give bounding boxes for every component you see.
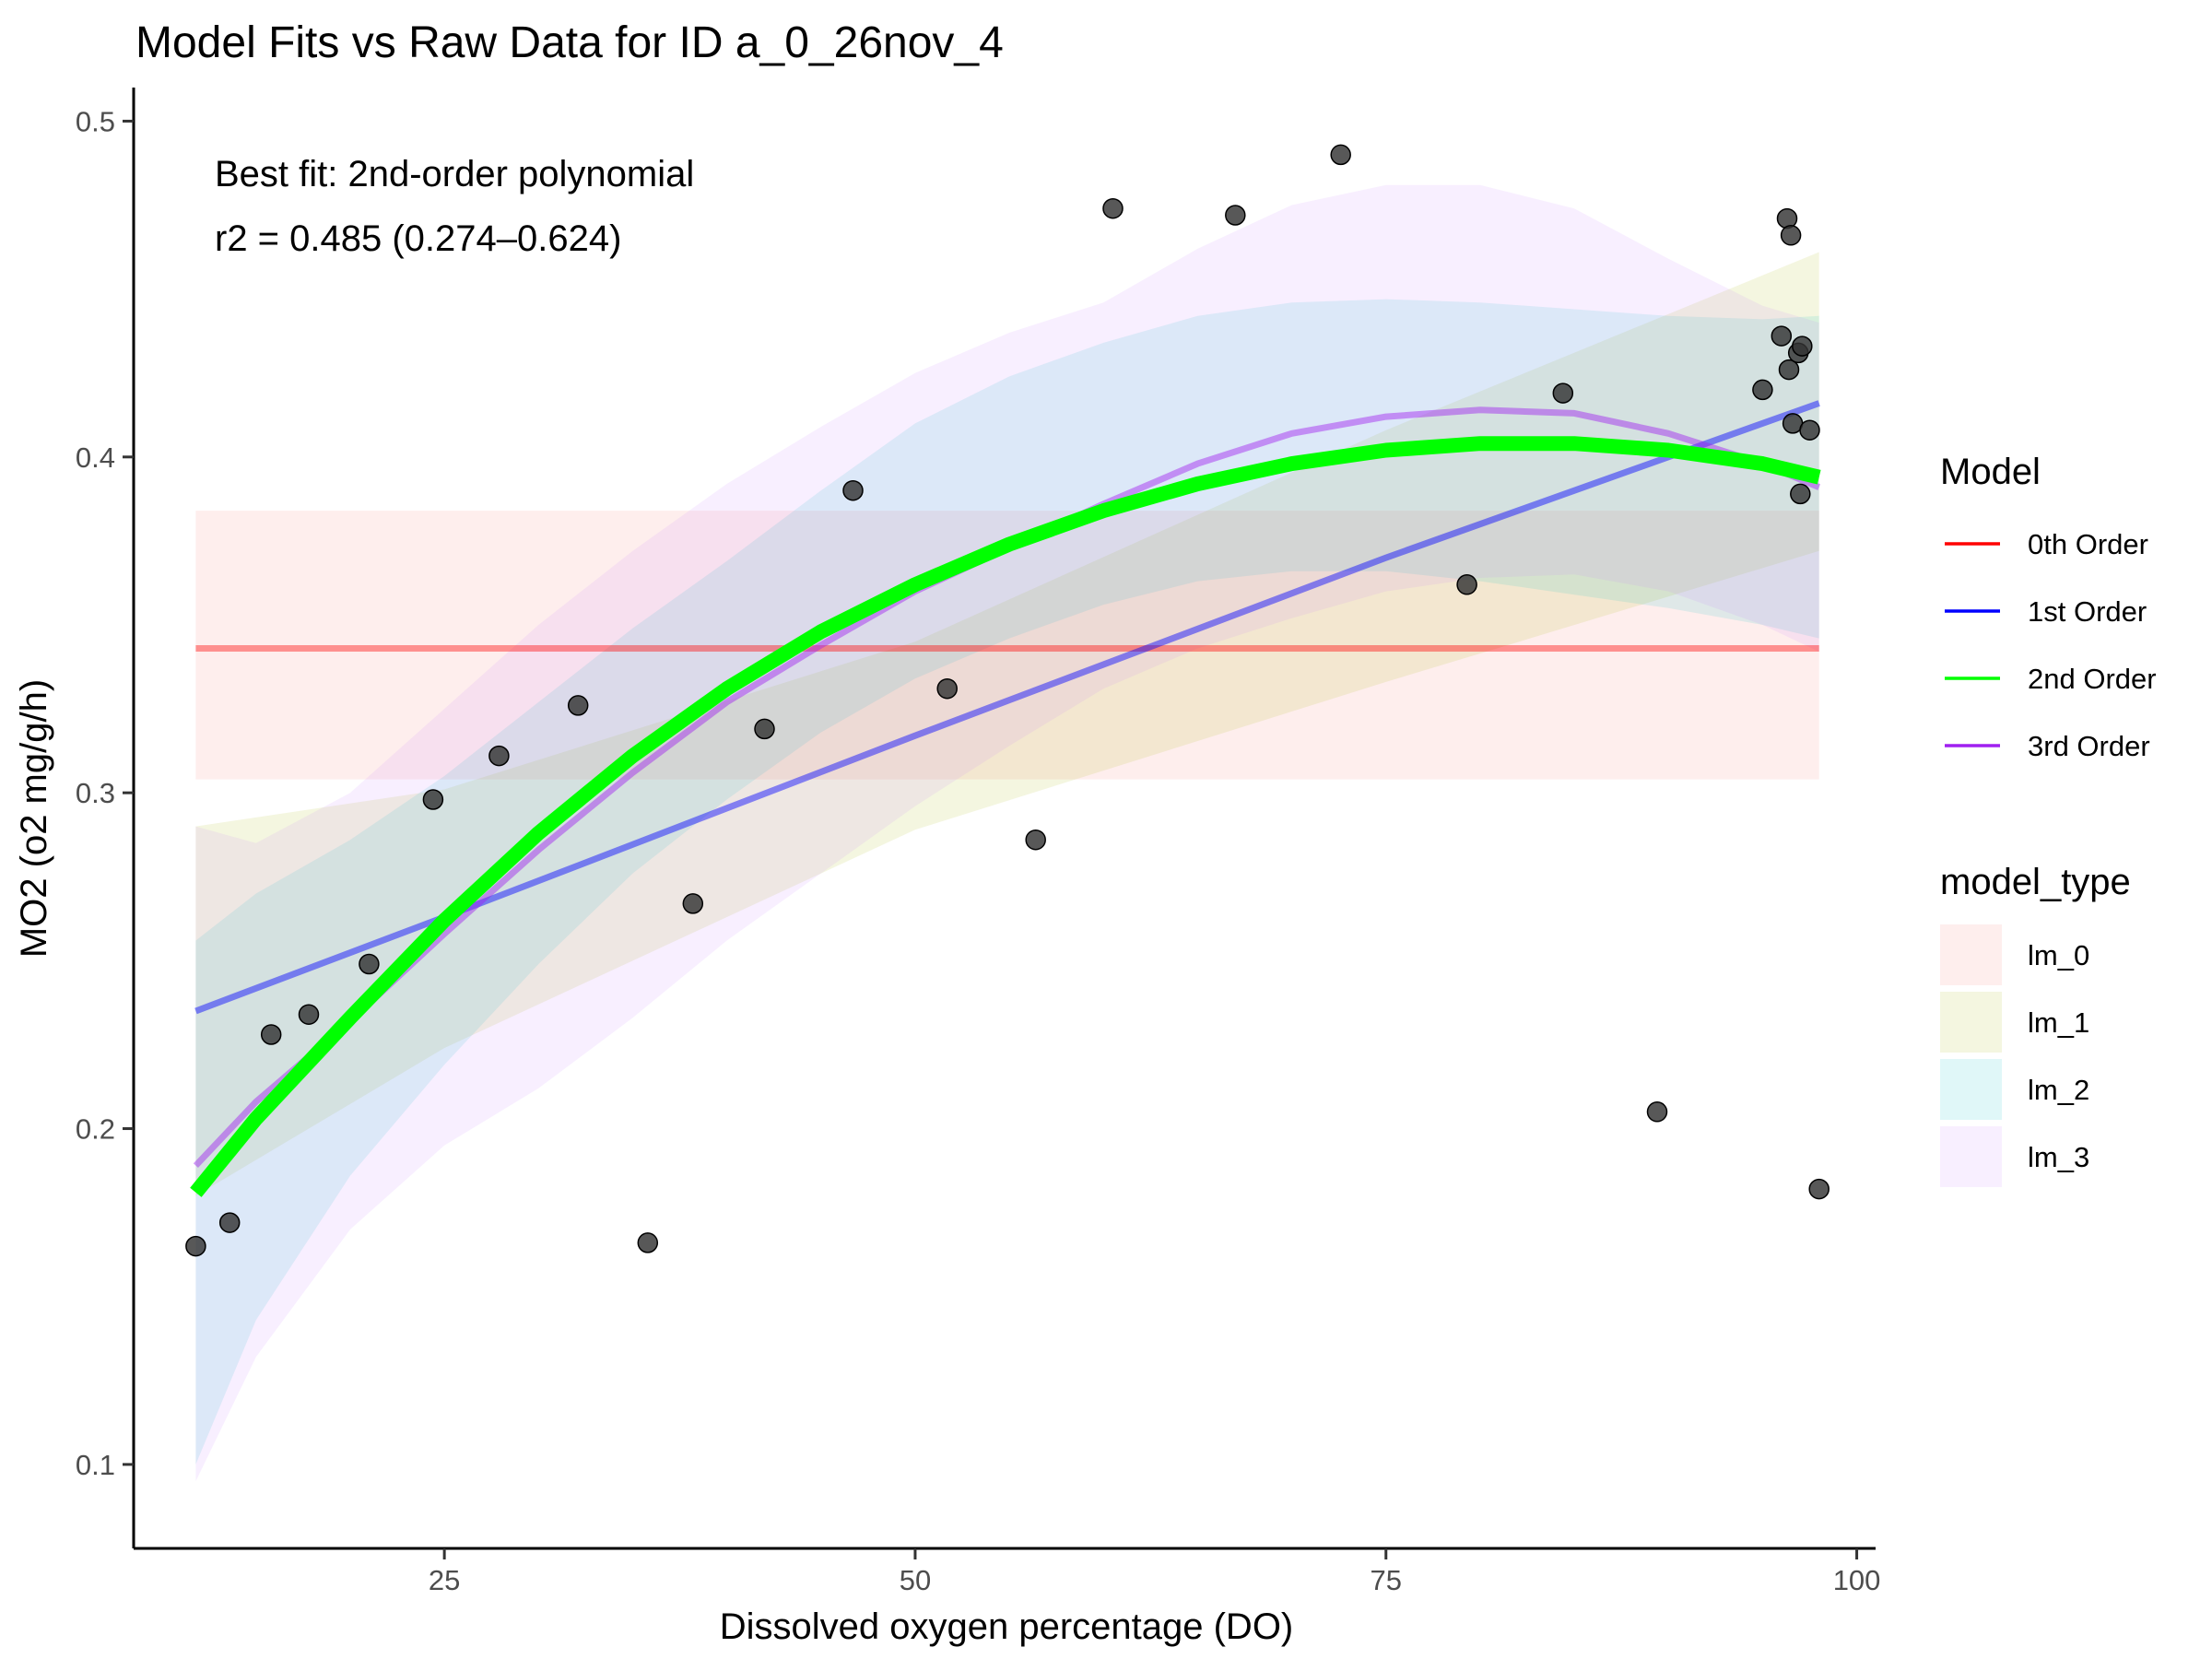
best-fit-annotation: Best fit: 2nd-order polynomial bbox=[215, 154, 694, 194]
data-point bbox=[422, 789, 444, 810]
data-point bbox=[1330, 144, 1351, 166]
band-lm_0 bbox=[195, 511, 1819, 780]
data-point bbox=[1790, 483, 1811, 505]
legend-key-fill bbox=[1940, 1126, 2002, 1187]
legend-label: lm_0 bbox=[2028, 939, 2089, 971]
data-point bbox=[260, 1024, 282, 1045]
legend-title-model: Model bbox=[1940, 452, 2041, 492]
y-axis-title: MO2 (o2 mg/g/h) bbox=[14, 679, 54, 958]
y-tick-label: 0.5 bbox=[76, 105, 115, 137]
data-point bbox=[1456, 574, 1477, 595]
data-point bbox=[1752, 379, 1773, 401]
data-point bbox=[1778, 359, 1800, 381]
legend-model-type-items: lm_0 lm_1 lm_2 lm_3 bbox=[1940, 924, 2089, 1187]
data-point bbox=[936, 677, 958, 700]
band-lm_1 bbox=[195, 252, 1819, 1196]
x-tick-label: 100 bbox=[1833, 1564, 1881, 1596]
legend-label: lm_2 bbox=[2028, 1074, 2089, 1106]
data-point bbox=[1771, 325, 1793, 347]
data-point bbox=[185, 1235, 206, 1257]
data-point bbox=[1225, 205, 1246, 226]
y-tick-label: 0.3 bbox=[76, 777, 115, 809]
legend-label: lm_1 bbox=[2028, 1006, 2089, 1039]
data-point bbox=[1780, 225, 1802, 246]
data-point bbox=[1552, 382, 1574, 404]
x-axis-title: Dissolved oxygen percentage (DO) bbox=[720, 1606, 1294, 1647]
y-tick-label: 0.4 bbox=[76, 441, 115, 474]
data-point bbox=[637, 1232, 659, 1253]
legend-key-fill bbox=[1940, 992, 2002, 1053]
legend-label: 2nd Order bbox=[2028, 663, 2157, 695]
data-point bbox=[1025, 829, 1046, 851]
data-point bbox=[1808, 1178, 1830, 1200]
chart-title: Model Fits vs Raw Data for ID a_0_26nov_… bbox=[135, 18, 1004, 67]
band-lm_2 bbox=[195, 299, 1819, 1465]
x-tick-label: 50 bbox=[900, 1564, 931, 1596]
data-point bbox=[1646, 1101, 1668, 1123]
legend-title-model-type: model_type bbox=[1940, 862, 2131, 902]
x-tick-label: 25 bbox=[429, 1564, 460, 1596]
band-lm_3 bbox=[195, 184, 1819, 1482]
data-point bbox=[567, 695, 589, 716]
data-point bbox=[1776, 207, 1798, 229]
fit-lines bbox=[190, 400, 1821, 1197]
legend-model-items: 0th Order 1st Order 2nd Order 3rd Order bbox=[1945, 528, 2157, 762]
data-point bbox=[1102, 197, 1124, 219]
legend-key-fill bbox=[1940, 924, 2002, 985]
data-point bbox=[218, 1212, 241, 1233]
legend-label: 0th Order bbox=[2028, 528, 2148, 560]
plot-area bbox=[185, 144, 1830, 1482]
legend-label: lm_3 bbox=[2028, 1141, 2089, 1173]
data-point bbox=[359, 953, 380, 975]
data-point bbox=[754, 718, 775, 740]
data-point bbox=[1799, 419, 1820, 441]
fit-line-lm_1 bbox=[194, 400, 1820, 1015]
data-point bbox=[298, 1004, 320, 1025]
data-point bbox=[1792, 335, 1813, 357]
legend-label: 3rd Order bbox=[2028, 730, 2150, 762]
y-axis-ticks: 0.1 0.2 0.3 0.4 0.5 bbox=[76, 105, 134, 1481]
y-tick-label: 0.2 bbox=[76, 1113, 115, 1146]
data-point bbox=[842, 479, 864, 501]
legend-label: 1st Order bbox=[2028, 595, 2147, 628]
confidence-bands bbox=[195, 184, 1819, 1482]
x-tick-label: 75 bbox=[1371, 1564, 1402, 1596]
fit-line-lm_2 bbox=[190, 436, 1821, 1197]
y-tick-label: 0.1 bbox=[76, 1449, 115, 1481]
data-points bbox=[185, 144, 1830, 1257]
r2-annotation: r2 = 0.485 (0.274–0.624) bbox=[215, 218, 621, 259]
x-axis-ticks: 25 50 75 100 bbox=[429, 1548, 1881, 1596]
data-point bbox=[488, 745, 510, 767]
data-point bbox=[682, 893, 704, 914]
legend-key-fill bbox=[1940, 1059, 2002, 1120]
legend: Model 0th Order 1st Order 2nd Order 3rd Ord… bbox=[1940, 452, 2157, 1187]
